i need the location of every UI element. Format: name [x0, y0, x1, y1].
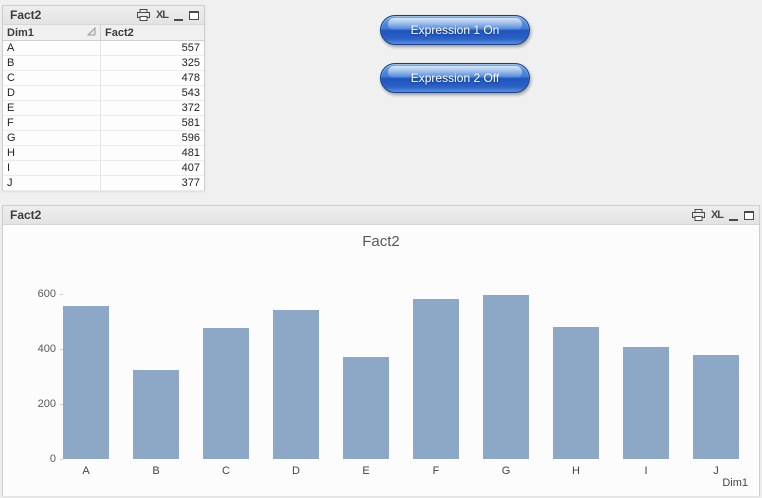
- bar-E[interactable]: [343, 356, 389, 459]
- x-axis-tick-label: D: [292, 465, 300, 477]
- x-axis-tick-label: G: [501, 465, 511, 477]
- table-row: A 557: [3, 41, 204, 56]
- table-cell-dim1[interactable]: B: [3, 56, 101, 70]
- bar-F[interactable]: [413, 299, 459, 459]
- print-icon[interactable]: [136, 9, 150, 21]
- x-axis-tick-label: B: [152, 465, 160, 477]
- x-axis-tick-label: J: [713, 465, 719, 477]
- table-cell-fact2[interactable]: 325: [181, 57, 200, 69]
- table-row: H 481: [3, 146, 204, 161]
- bar-A[interactable]: [63, 305, 109, 459]
- bar-D[interactable]: [273, 309, 319, 459]
- bar-G[interactable]: [483, 295, 529, 459]
- table-window: Fact2 XL Dim1 Fact2 A 557 B 325 C 478 D 543 E 37: [2, 5, 205, 191]
- chart-window: Fact2 XL Fact2 0 200 400 600 A B C D E F G H I J Dim1: [2, 205, 760, 496]
- maximize-icon[interactable]: [189, 10, 199, 20]
- column-header-fact2-label: Fact2: [105, 26, 134, 39]
- table-cell-dim1[interactable]: J: [3, 176, 101, 190]
- table-cell-fact2[interactable]: 596: [181, 132, 200, 144]
- table-row: J 377: [3, 176, 204, 191]
- chart-window-title: Fact2: [10, 208, 42, 222]
- table-cell-fact2[interactable]: 581: [181, 117, 200, 129]
- bar-C[interactable]: [203, 327, 249, 459]
- table-cell-fact2[interactable]: 481: [181, 147, 200, 159]
- table-cell-dim1[interactable]: D: [3, 86, 101, 100]
- minimize-icon[interactable]: [729, 210, 738, 221]
- chart-caption-icons: XL: [691, 209, 754, 221]
- y-axis-tick-label: 400: [37, 343, 56, 355]
- table-cell-fact2[interactable]: 543: [181, 87, 200, 99]
- table-row: E 372: [3, 101, 204, 116]
- x-axis-tick-label: H: [572, 465, 580, 477]
- table-cell-dim1[interactable]: A: [3, 41, 101, 55]
- chart-window-caption[interactable]: Fact2 XL: [3, 206, 759, 225]
- table-row: F 581: [3, 116, 204, 131]
- table-cell-fact2[interactable]: 478: [181, 72, 200, 84]
- y-axis-tick-label: 600: [37, 288, 56, 300]
- y-axis-tick-label: 0: [49, 453, 56, 465]
- table-cell-dim1[interactable]: H: [3, 146, 101, 160]
- table-cell-dim1[interactable]: E: [3, 101, 101, 115]
- sort-indicator-icon: [86, 26, 96, 39]
- table-cell-dim1[interactable]: F: [3, 116, 101, 130]
- table-body: A 557 B 325 C 478 D 543 E 372 F 581 G 596 H 481 I 407 J 377: [3, 41, 204, 191]
- table-cell-dim1[interactable]: I: [3, 161, 101, 175]
- table-header-row: Dim1 Fact2: [3, 25, 204, 41]
- table-window-caption[interactable]: Fact2 XL: [3, 6, 204, 25]
- table-cell-fact2[interactable]: 372: [181, 102, 200, 114]
- y-axis-tick-mark: [60, 294, 63, 295]
- bar-J[interactable]: [693, 355, 739, 459]
- bar-B[interactable]: [133, 369, 179, 459]
- print-icon[interactable]: [691, 209, 705, 221]
- x-axis-tick-label: E: [362, 465, 370, 477]
- table-cell-dim1[interactable]: C: [3, 71, 101, 85]
- y-axis-tick-mark: [60, 404, 63, 405]
- table-cell-fact2[interactable]: 407: [181, 162, 200, 174]
- column-header-fact2[interactable]: Fact2: [101, 25, 204, 40]
- table-cell-dim1[interactable]: G: [3, 131, 101, 145]
- bar-I[interactable]: [623, 347, 669, 459]
- column-header-dim1[interactable]: Dim1: [3, 25, 101, 40]
- y-axis-tick-label: 200: [37, 398, 56, 410]
- x-axis-tick-label: I: [644, 465, 648, 477]
- table-row: G 596: [3, 131, 204, 146]
- table-row: I 407: [3, 161, 204, 176]
- bar-H[interactable]: [553, 326, 599, 459]
- chart-title: Fact2: [362, 233, 400, 250]
- expression-1-toggle-button[interactable]: Expression 1 On: [380, 15, 530, 45]
- table-row: C 478: [3, 71, 204, 86]
- maximize-icon[interactable]: [744, 210, 754, 220]
- expression-2-toggle-button[interactable]: Expression 2 Off: [380, 63, 530, 93]
- excel-export-icon[interactable]: XL: [710, 209, 724, 221]
- table-cell-fact2[interactable]: 557: [181, 42, 200, 54]
- table-row: B 325: [3, 56, 204, 71]
- table-row: D 543: [3, 86, 204, 101]
- y-axis-tick-mark: [60, 349, 63, 350]
- y-axis-tick-mark: [60, 459, 63, 460]
- table-caption-icons: XL: [136, 9, 199, 21]
- excel-export-icon[interactable]: XL: [155, 9, 169, 21]
- table-window-title: Fact2: [10, 8, 42, 22]
- bar-chart: Fact2 0 200 400 600 A B C D E F G H I J Dim1: [3, 225, 759, 496]
- minimize-icon[interactable]: [174, 10, 183, 21]
- x-axis-tick-label: A: [82, 465, 90, 477]
- column-header-dim1-label: Dim1: [7, 26, 34, 39]
- table-cell-fact2[interactable]: 377: [181, 177, 200, 189]
- x-axis-title: Dim1: [722, 477, 748, 489]
- x-axis-tick-label: F: [432, 465, 440, 477]
- x-axis-tick-label: C: [222, 465, 230, 477]
